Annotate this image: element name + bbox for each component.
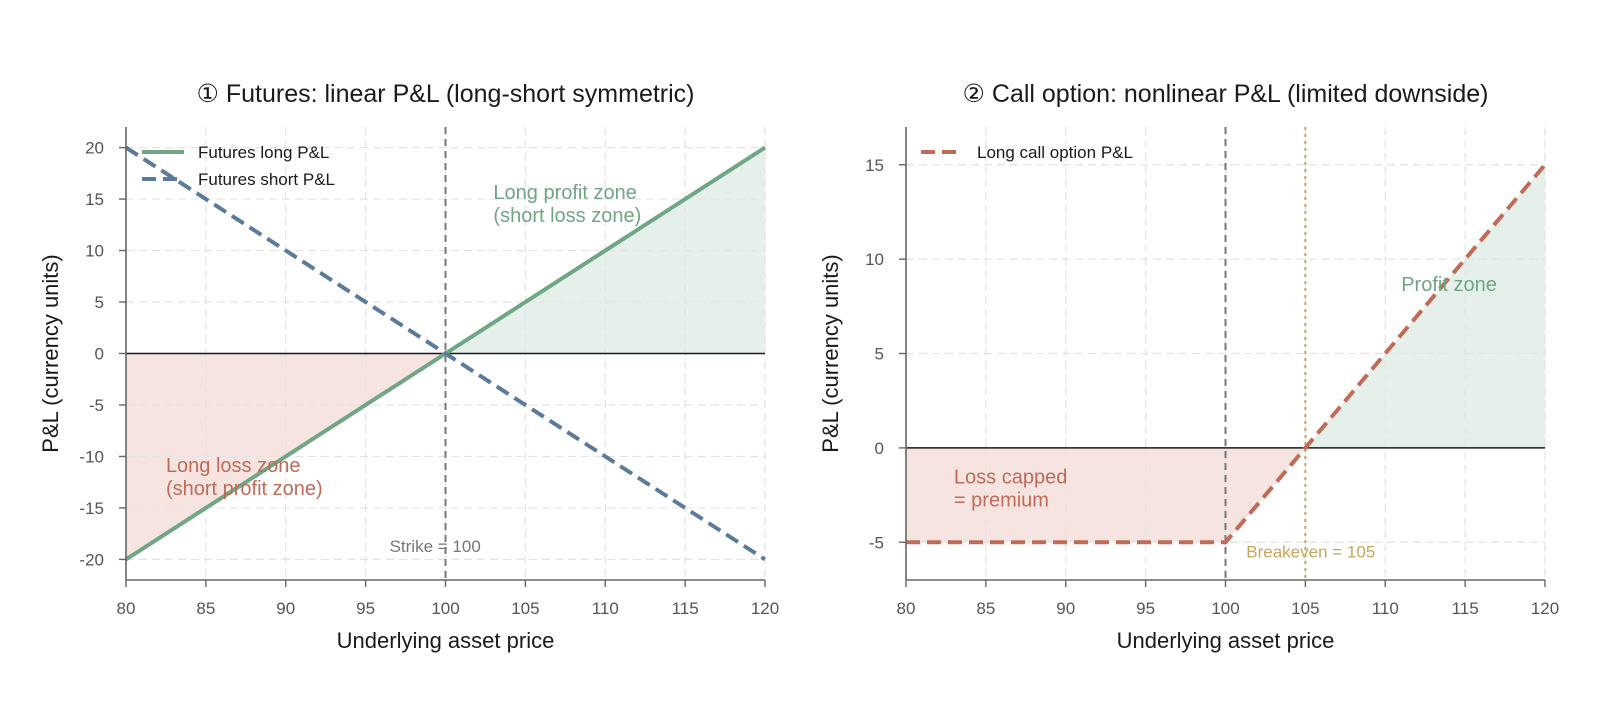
y-tick-label: 5 bbox=[95, 293, 104, 312]
annotation: Long profit zone (short loss zone) bbox=[493, 182, 641, 227]
x-axis-label: Underlying asset price bbox=[1117, 628, 1335, 653]
annotation-line: = premium bbox=[954, 490, 1049, 512]
y-tick-label: -5 bbox=[869, 533, 884, 552]
x-tick-label: 110 bbox=[592, 599, 619, 618]
annotation-line: Loss capped bbox=[954, 467, 1067, 489]
annotation: Long loss zone (short profit zone) bbox=[166, 455, 323, 500]
annotation-line: (short profit zone) bbox=[166, 478, 323, 500]
legend-entry: Futures long P&L bbox=[198, 143, 329, 162]
x-tick-label: 115 bbox=[672, 599, 699, 618]
x-tick-label: 120 bbox=[1531, 599, 1559, 618]
x-tick-label: 110 bbox=[1372, 599, 1399, 618]
annotation-line: Long profit zone bbox=[493, 182, 636, 204]
x-tick-label: 85 bbox=[976, 599, 995, 618]
y-tick-label: 0 bbox=[875, 439, 884, 458]
y-tick-label: 0 bbox=[95, 345, 104, 364]
y-tick-label: -15 bbox=[79, 499, 104, 518]
x-tick-label: 95 bbox=[356, 599, 375, 618]
x-tick-label: 105 bbox=[1291, 599, 1319, 618]
legend-entry: Long call option P&L bbox=[977, 143, 1133, 162]
x-tick-label: 90 bbox=[1056, 599, 1075, 618]
annotation: Profit zone bbox=[1401, 274, 1497, 296]
x-tick-label: 100 bbox=[1211, 599, 1239, 618]
futures-chart: 80 85 90 95 100 105 110 115 120 -20 -15 -10 -5 0 5 10 15… bbox=[38, 80, 779, 653]
legend-entry: Futures short P&L bbox=[198, 170, 335, 189]
x-tick-label: 90 bbox=[276, 599, 295, 618]
y-tick-label: 10 bbox=[85, 242, 104, 261]
y-tick-label: -5 bbox=[89, 396, 104, 415]
annotation: Loss capped = premium bbox=[954, 467, 1067, 512]
y-tick-label: -20 bbox=[79, 550, 104, 569]
y-tick-label: 20 bbox=[85, 139, 104, 158]
x-tick-label: 85 bbox=[196, 599, 215, 618]
annotation-line: (short loss zone) bbox=[493, 205, 641, 227]
chart-title: ② Call option: nonlinear P&L (limited do… bbox=[963, 80, 1489, 108]
x-tick-label: 80 bbox=[897, 599, 916, 618]
x-tick-label: 100 bbox=[431, 599, 459, 618]
y-tick-label: -10 bbox=[79, 447, 104, 466]
y-tick-label: 5 bbox=[875, 345, 884, 364]
loss-region bbox=[906, 447, 1306, 543]
call-option-chart: 80 85 90 95 100 105 110 115 120 -5 0 5 10 15 ② Call op… bbox=[818, 80, 1559, 653]
y-tick-label: 10 bbox=[865, 250, 884, 269]
y-tick-label: 15 bbox=[865, 156, 884, 175]
annotation-line: Long loss zone bbox=[166, 455, 301, 477]
x-tick-label: 120 bbox=[751, 599, 779, 618]
x-tick-label: 105 bbox=[511, 599, 539, 618]
y-tick-label: 15 bbox=[85, 190, 104, 209]
x-tick-label: 95 bbox=[1136, 599, 1155, 618]
y-axis-label: P&L (currency units) bbox=[818, 254, 843, 452]
x-axis-label: Underlying asset price bbox=[337, 628, 555, 653]
series-line-1 bbox=[124, 145, 767, 562]
annotation-line: Strike = 100 bbox=[390, 537, 481, 556]
annotation: Breakeven = 105 bbox=[1246, 542, 1375, 561]
y-axis-label: P&L (currency units) bbox=[38, 254, 63, 452]
annotation: Strike = 100 bbox=[390, 537, 481, 556]
series-line-0 bbox=[906, 163, 1547, 545]
x-tick-label: 80 bbox=[117, 599, 136, 618]
annotation-line: Profit zone bbox=[1401, 274, 1497, 296]
chart-title: ① Futures: linear P&L (long-short symmet… bbox=[196, 80, 694, 108]
annotation-line: Breakeven = 105 bbox=[1246, 542, 1375, 561]
x-tick-label: 115 bbox=[1452, 599, 1479, 618]
